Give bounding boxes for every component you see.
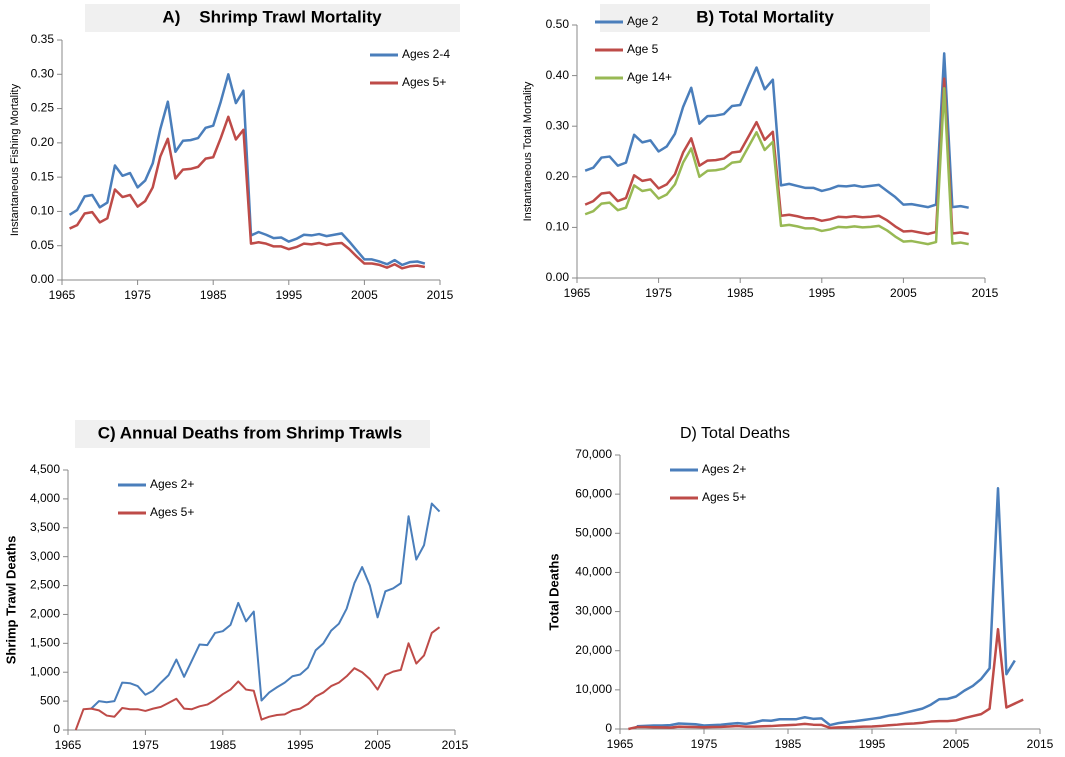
y-tick-label: 4,000 <box>30 491 60 505</box>
data-line <box>69 115 426 270</box>
data-line <box>68 73 426 267</box>
legend-label: Age 14+ <box>627 70 672 84</box>
y-tick-label: 1,000 <box>30 664 60 678</box>
y-axis-label: Total Deaths <box>546 553 561 630</box>
x-tick-label: 1965 <box>49 288 76 302</box>
y-tick-label: 0.20 <box>31 135 55 149</box>
y-tick-label: 500 <box>40 693 60 707</box>
data-line <box>584 87 969 246</box>
y-tick-label: 0.20 <box>546 169 570 183</box>
title-bg <box>75 420 430 448</box>
y-tick-label: 20,000 <box>575 643 612 657</box>
y-tick-label: 0.25 <box>31 101 55 115</box>
x-tick-label: 1965 <box>564 286 591 300</box>
x-tick-label: 1985 <box>727 286 754 300</box>
legend-label: Ages 2+ <box>150 477 194 491</box>
x-tick-label: 1995 <box>287 738 314 752</box>
legend-label: Ages 2+ <box>702 462 746 476</box>
y-tick-label: 2,000 <box>30 607 60 621</box>
x-tick-label: 1995 <box>275 288 302 302</box>
x-tick-label: 1995 <box>808 286 835 300</box>
data-line <box>636 487 1016 728</box>
chart-title: D) Total Deaths <box>680 425 790 442</box>
y-tick-label: 1,500 <box>30 636 60 650</box>
y-axis-label: Instantaneous Fishing Mortality <box>9 83 21 236</box>
y-tick-label: 0.10 <box>31 204 55 218</box>
y-tick-label: 0.00 <box>31 272 55 286</box>
x-tick-label: 1975 <box>124 288 151 302</box>
y-tick-label: 3,500 <box>30 520 60 534</box>
y-tick-label: 0 <box>605 721 612 735</box>
y-axis-label: Shrimp Trawl Deaths <box>3 536 18 665</box>
y-tick-label: 0.35 <box>31 32 55 46</box>
x-tick-label: 2015 <box>442 738 469 752</box>
x-tick-label: 1965 <box>607 737 634 751</box>
x-tick-label: 2015 <box>972 286 999 300</box>
y-tick-label: 0.10 <box>546 220 570 234</box>
x-tick-label: 2015 <box>1027 737 1054 751</box>
chart-title: B) Total Mortality <box>696 7 834 26</box>
x-tick-label: 2005 <box>351 288 378 302</box>
y-tick-label: 0.50 <box>546 17 570 31</box>
title-bg <box>85 4 460 32</box>
x-tick-label: 1965 <box>55 738 82 752</box>
legend-label: Age 5 <box>627 42 659 56</box>
x-tick-label: 2015 <box>427 288 454 302</box>
y-tick-label: 10,000 <box>575 682 612 696</box>
x-tick-label: 1975 <box>132 738 159 752</box>
y-tick-label: 0 <box>53 722 60 736</box>
y-tick-label: 50,000 <box>575 525 612 539</box>
data-line <box>584 52 969 209</box>
y-tick-label: 70,000 <box>575 447 612 461</box>
x-tick-label: 1975 <box>645 286 672 300</box>
y-tick-label: 60,000 <box>575 486 612 500</box>
y-tick-label: 3,000 <box>30 549 60 563</box>
x-tick-label: 2005 <box>943 737 970 751</box>
y-tick-label: 0.30 <box>546 118 570 132</box>
x-tick-label: 2005 <box>890 286 917 300</box>
chart-title: C) Annual Deaths from Shrimp Trawls <box>98 423 402 442</box>
data-line <box>628 627 1024 731</box>
legend-label: Ages 5+ <box>150 505 194 519</box>
title-bg <box>600 4 930 32</box>
y-tick-label: 0.05 <box>31 238 55 252</box>
chart-title: A) Shrimp Trawl Mortality <box>162 7 382 26</box>
y-tick-label: 2,500 <box>30 578 60 592</box>
x-tick-label: 1975 <box>691 737 718 751</box>
x-tick-label: 1985 <box>209 738 236 752</box>
x-tick-label: 1985 <box>775 737 802 751</box>
legend-label: Ages 5+ <box>702 490 746 504</box>
x-tick-label: 1985 <box>200 288 227 302</box>
x-tick-label: 2005 <box>364 738 391 752</box>
y-tick-label: 40,000 <box>575 565 612 579</box>
legend-label: Age 2 <box>627 14 659 28</box>
y-tick-label: 0.00 <box>546 270 570 284</box>
data-line <box>74 626 441 731</box>
legend-label: Ages 5+ <box>402 75 446 89</box>
y-tick-label: 0.30 <box>31 66 55 80</box>
y-tick-label: 30,000 <box>575 604 612 618</box>
y-axis-label: Instantaneous Total Mortality <box>522 81 534 221</box>
y-tick-label: 0.15 <box>31 169 55 183</box>
x-tick-label: 1995 <box>859 737 886 751</box>
y-tick-label: 4,500 <box>30 462 60 476</box>
legend-label: Ages 2-4 <box>402 47 450 61</box>
y-tick-label: 0.40 <box>546 68 570 82</box>
data-line <box>90 502 441 710</box>
